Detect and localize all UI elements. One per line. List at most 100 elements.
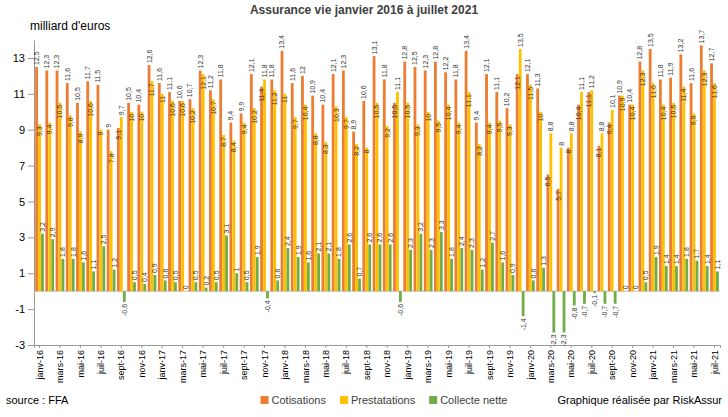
data-label: 0,5 (213, 270, 220, 280)
data-label: 2,3 (468, 238, 475, 248)
data-label: 10,2 (251, 110, 258, 124)
data-label: 10 (425, 114, 432, 122)
data-label: 2,7 (489, 231, 496, 241)
x-tick: sept-17 (239, 345, 249, 380)
bar (59, 103, 62, 291)
x-tick-label: mars-21 (669, 350, 679, 383)
bar (38, 124, 41, 291)
data-label: 0,5 (642, 270, 649, 280)
x-tick: janv-16 (35, 345, 45, 381)
bar (501, 262, 504, 291)
data-label: 11,1 (465, 94, 472, 107)
y-tick: 1 (19, 267, 34, 279)
y-tick-label: 3 (19, 231, 25, 243)
bar (79, 132, 82, 292)
x-tick-mark (223, 345, 224, 348)
annotation: source : FFA (6, 394, 69, 406)
bar (685, 259, 688, 291)
data-label: 8,9 (77, 133, 84, 143)
data-label: 1,1 (90, 260, 97, 270)
data-label: -0,6 (121, 304, 128, 316)
data-label: 10,9 (616, 80, 623, 94)
x-tick-mark (141, 345, 142, 348)
y-tick-mark (28, 237, 34, 238)
x-tick-label: juil-20 (587, 350, 597, 375)
legend-swatch (340, 396, 348, 404)
data-label: 9,7 (118, 105, 125, 115)
data-label: 11,8 (452, 64, 459, 77)
data-label: 0,6 (530, 269, 537, 279)
data-label: 3,2 (39, 222, 46, 232)
data-label: 11,3 (534, 73, 541, 86)
x-tick-mark (305, 345, 306, 348)
x-tick-label: mars-17 (178, 350, 188, 383)
data-label: 0,5 (131, 270, 138, 280)
bar (151, 81, 154, 291)
data-label: 2,3 (407, 238, 414, 248)
x-tick-mark (162, 345, 163, 348)
bar (478, 144, 481, 291)
bar (110, 151, 113, 291)
data-label: 12,8 (432, 46, 439, 60)
x-tick-mark (284, 345, 285, 348)
bar (342, 71, 345, 292)
bar (460, 248, 463, 291)
bar (140, 112, 143, 291)
bar (529, 85, 532, 291)
bar (373, 56, 376, 291)
data-label: 10,2 (189, 110, 196, 124)
bar (256, 257, 259, 291)
bar (628, 105, 631, 292)
bar (66, 83, 69, 291)
bar (560, 148, 563, 292)
data-label: 1,9 (254, 245, 261, 255)
x-tick-mark (509, 345, 510, 348)
data-label: 13,5 (517, 33, 524, 47)
bar (137, 105, 140, 292)
data-label: 10 (138, 114, 145, 122)
bar (580, 92, 583, 291)
data-label: -0,7 (612, 306, 619, 318)
x-tick-label: sept-16 (116, 350, 126, 380)
x-tick-label: mai-17 (198, 350, 208, 378)
bar (641, 71, 644, 292)
data-label: 0,6 (162, 269, 169, 279)
x-tick-label: janv-21 (648, 350, 658, 381)
y-tick: 13 (13, 52, 34, 64)
data-label: 10,9 (309, 80, 316, 94)
data-label: 10,7 (210, 101, 217, 115)
y-tick-label: 1 (19, 267, 25, 279)
x-tick: mars-20 (546, 345, 556, 383)
bar (587, 92, 590, 291)
bar (542, 268, 545, 291)
data-label: 8,2 (476, 146, 483, 156)
bar (281, 51, 284, 291)
data-label: 11,8 (217, 64, 224, 77)
bar (379, 245, 382, 292)
data-label: 10,6 (169, 103, 176, 117)
data-label: -0,4 (264, 300, 271, 312)
bar (639, 62, 642, 292)
data-label: 11,6 (711, 85, 718, 98)
x-tick: mai-19 (444, 345, 454, 378)
bar (276, 280, 279, 291)
bar (690, 83, 693, 291)
x-tick-mark (407, 345, 408, 348)
y-tick-mark (28, 94, 34, 95)
data-label: 8,9 (350, 120, 357, 130)
bar (365, 148, 368, 292)
bar (266, 291, 269, 298)
data-label: 10,7 (186, 83, 193, 97)
x-tick-mark (653, 345, 654, 348)
data-label: 2,1 (325, 242, 332, 252)
bar (590, 90, 593, 291)
data-label: 12,5 (33, 51, 40, 65)
bar (123, 291, 126, 302)
bar (675, 266, 678, 291)
bar (389, 245, 392, 292)
bar (130, 112, 133, 291)
y-tick-label: 5 (19, 195, 25, 207)
data-label: 1,7 (693, 249, 700, 259)
data-label: 2,4 (458, 236, 465, 246)
bar (563, 291, 566, 332)
